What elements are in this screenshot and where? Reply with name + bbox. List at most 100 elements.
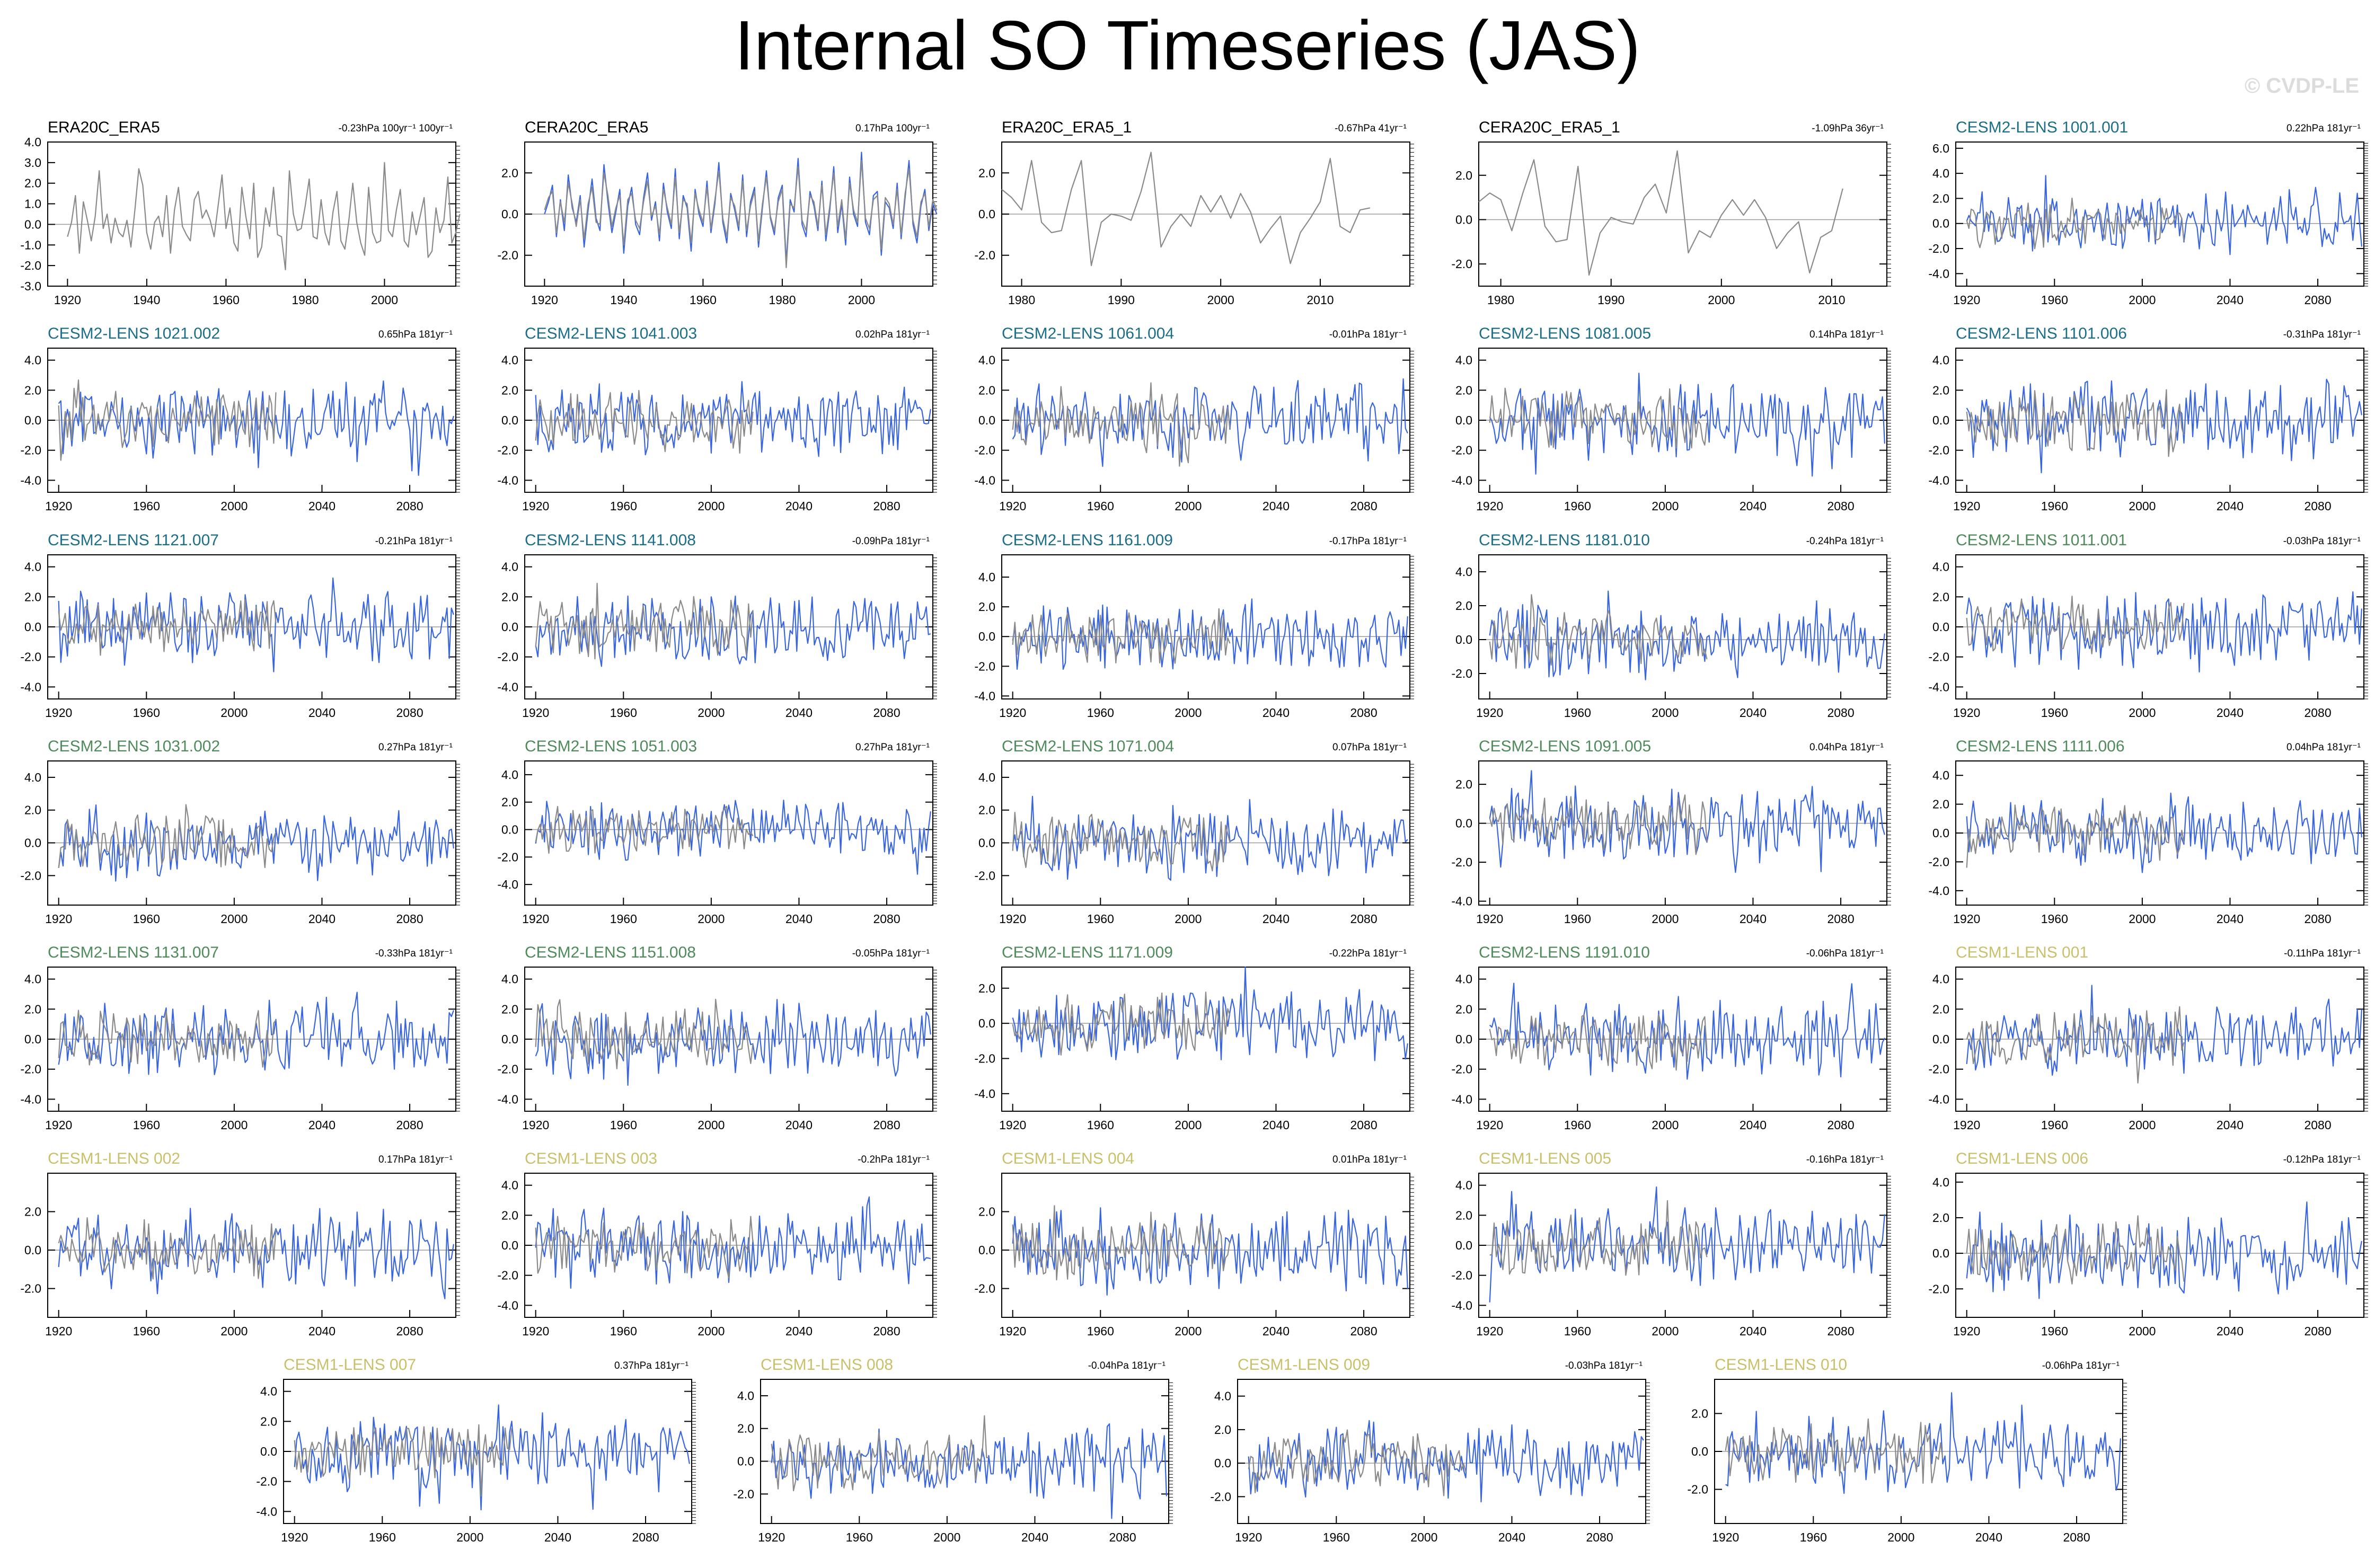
y-tick-label: 4.0 [1932,972,1949,986]
x-tick-label: 1960 [213,293,240,307]
y-tick-label: 4.0 [1932,560,1949,574]
y-tick-label: 2.0 [24,176,41,190]
x-tick-label: 1960 [1087,1118,1114,1132]
obs-series-line [1966,389,2185,457]
y-tick-label: -2.0 [20,650,41,664]
x-tick-label: 2080 [1350,1118,1377,1132]
panel-title: CESM1-LENS 008 [761,1356,893,1374]
x-tick-label: 2000 [1652,1324,1679,1338]
x-tick-label: 2080 [1350,706,1377,720]
trend-label: 0.01hPa 181yr⁻¹ [1332,1154,1407,1165]
x-tick-label: 2040 [785,706,813,720]
x-tick-label: 1960 [1087,499,1114,513]
x-tick-label: 2040 [1262,1324,1290,1338]
x-tick-label: 2000 [1175,1118,1202,1132]
y-tick-label: -4.0 [1451,1298,1472,1312]
y-tick-label: 2.0 [978,383,995,397]
x-tick-label: 1960 [610,499,637,513]
x-tick-label: 1980 [1487,293,1514,307]
panel-title: CESM2-LENS 1141.008 [525,531,696,549]
panel-title: ERA20C_ERA5_1 [1002,119,1132,136]
trend-label: -0.21hPa 181yr⁻¹ [375,536,453,547]
x-tick-label: 1940 [133,293,160,307]
panel: CERA20C_ERA5_1 -1.09hPa 36yr⁻¹ -2.0 0.0 2.0 1… [1451,119,1891,307]
y-tick-label: 4.0 [501,560,518,574]
panel-title: CESM1-LENS 006 [1956,1150,2088,1167]
y-tick-label: 2.0 [24,590,41,604]
y-tick-label: -2.0 [20,1282,41,1296]
x-tick-label: 1920 [1953,706,1980,720]
model-series-line [535,381,931,457]
panel-title: CESM2-LENS 1041.003 [525,325,697,342]
x-tick-label: 2000 [2129,706,2156,720]
model-series-line [1012,795,1408,881]
y-tick-label: -4.0 [1451,473,1472,487]
x-tick-label: 2040 [1498,1530,1525,1544]
y-tick-label: 2.0 [1932,590,1949,604]
y-tick-label: 2.0 [1455,169,1472,182]
y-tick-label: 4.0 [24,560,41,574]
x-tick-label: 2080 [2304,1324,2331,1338]
y-tick-label: 0.0 [1932,217,1949,231]
panel: CESM2-LENS 1001.001 0.22hPa 181yr⁻¹ -4.0 -2… [1928,119,2368,307]
obs-series-line [1489,794,1708,855]
panel: CESM1-LENS 007 0.37hPa 181yr⁻¹ -4.0 -2.0 0.0… [256,1356,696,1544]
x-tick-label: 2040 [2217,1118,2244,1132]
trend-label: -0.67hPa 41yr⁻¹ [1335,123,1407,134]
x-tick-label: 2040 [2217,912,2244,926]
y-tick-label: -2.0 [974,1282,995,1296]
y-tick-label: 4.0 [1932,166,1949,180]
panel: CESM2-LENS 1031.002 0.27hPa 181yr⁻¹ -2.0 0.… [20,738,460,926]
x-tick-label: 2080 [396,912,423,926]
panel: CESM2-LENS 1051.003 0.27hPa 181yr⁻¹ -4.0 -2… [497,738,937,926]
plot-frame [1955,1173,2364,1318]
x-tick-label: 2040 [544,1530,571,1544]
model-series-line [58,1208,454,1299]
y-tick-label: 2.0 [978,600,995,614]
panel-title: CESM2-LENS 1071.004 [1002,738,1174,755]
panel-title: CESM1-LENS 009 [1238,1356,1370,1374]
trend-label: 0.37hPa 181yr⁻¹ [614,1360,688,1371]
y-tick-label: 4.0 [978,353,995,367]
x-tick-label: 1920 [281,1530,308,1544]
y-tick-label: -4.0 [256,1504,277,1518]
y-tick-label: 2.0 [501,383,518,397]
x-tick-label: 1920 [1476,499,1503,513]
panel: CESM1-LENS 008 -0.04hPa 181yr⁻¹ -2.0 0.0 2.0… [733,1356,1173,1544]
panel-title: ERA20C_ERA5 [48,119,160,136]
panel-title: CESM1-LENS 002 [48,1150,180,1167]
y-tick-label: 2.0 [24,1002,41,1016]
obs-series-line [1012,991,1231,1056]
model-series-line [771,1423,1167,1519]
obs-series-line [1012,382,1231,467]
x-tick-label: 2080 [873,706,900,720]
y-tick-label: -4.0 [497,878,518,891]
trend-label: -0.09hPa 181yr⁻¹ [852,536,930,547]
y-tick-label: 0.0 [501,620,518,634]
x-tick-label: 2080 [1350,499,1377,513]
model-series-line [1248,1420,1644,1503]
y-tick-label: 0.0 [1932,826,1949,840]
trend-label: -0.06hPa 181yr⁻¹ [1806,948,1884,959]
panel: CESM2-LENS 1081.005 0.14hPa 181yr⁻¹ -4.0 -2… [1451,325,1891,513]
y-tick-label: 2.0 [1932,383,1949,397]
y-tick-label: 2.0 [978,981,995,995]
x-tick-label: 2080 [1827,912,1854,926]
y-tick-label: 2.0 [501,590,518,604]
x-tick-label: 2000 [371,293,398,307]
y-tick-label: 4.0 [501,768,518,782]
y-tick-label: -4.0 [974,689,995,703]
x-tick-label: 2000 [698,499,725,513]
x-tick-label: 2080 [396,1118,423,1132]
y-tick-label: 4.0 [1455,1179,1472,1192]
x-tick-label: 1920 [999,706,1026,720]
trend-label: -0.24hPa 181yr⁻¹ [1806,536,1884,547]
y-tick-label: -3.0 [20,279,41,293]
x-tick-label: 1960 [1564,499,1591,513]
y-tick-label: 4.0 [1932,768,1949,782]
x-tick-label: 2000 [2129,293,2156,307]
model-series-line [58,577,454,672]
x-tick-label: 2040 [785,1118,813,1132]
x-tick-label: 1920 [1953,293,1980,307]
y-tick-label: -4.0 [974,473,995,487]
